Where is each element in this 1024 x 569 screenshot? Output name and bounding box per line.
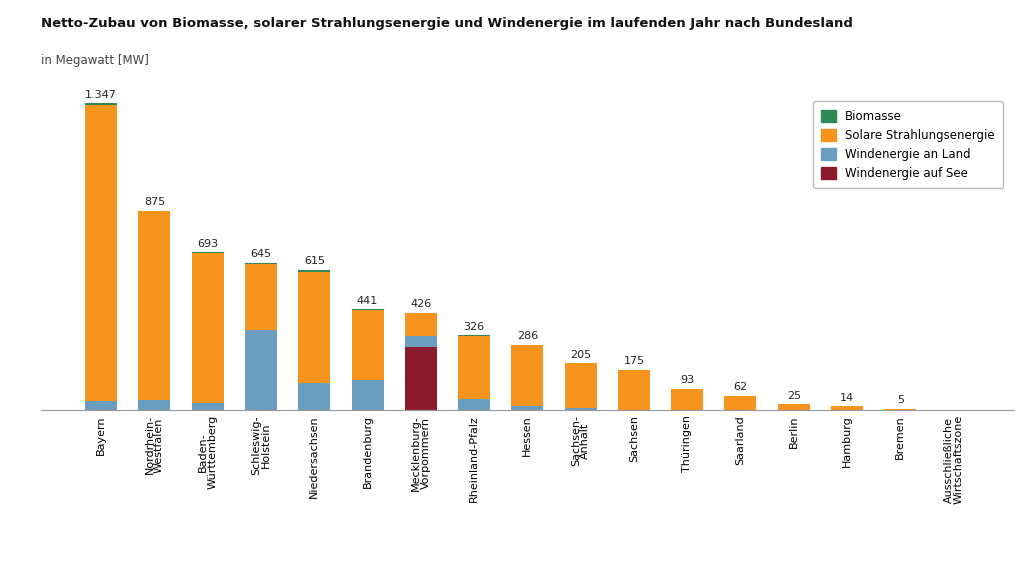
Bar	[298, 270, 331, 271]
Text: 441: 441	[357, 296, 378, 306]
Bar	[404, 313, 437, 336]
Bar	[351, 310, 384, 380]
Bar	[191, 253, 223, 403]
Bar	[85, 105, 117, 401]
Text: 205: 205	[570, 349, 591, 360]
Text: 14: 14	[840, 393, 854, 403]
Text: 25: 25	[786, 390, 801, 401]
Bar	[245, 264, 276, 330]
Bar	[298, 271, 331, 383]
Text: 645: 645	[251, 249, 271, 259]
Bar	[191, 252, 223, 253]
Text: 175: 175	[624, 356, 644, 366]
Bar	[511, 406, 544, 410]
Bar	[458, 336, 490, 399]
Text: 426: 426	[411, 299, 431, 310]
Text: 93: 93	[680, 375, 694, 385]
Text: 615: 615	[304, 256, 325, 266]
Text: Netto-Zubau von Biomasse, solarer Strahlungsenergie und Windenergie im laufenden: Netto-Zubau von Biomasse, solarer Strahl…	[41, 17, 853, 30]
Text: 326: 326	[464, 322, 484, 332]
Bar	[724, 395, 757, 410]
Text: 62: 62	[733, 382, 748, 392]
Legend: Biomasse, Solare Strahlungsenergie, Windenergie an Land, Windenergie auf See: Biomasse, Solare Strahlungsenergie, Wind…	[813, 101, 1002, 188]
Bar	[85, 401, 117, 410]
Bar	[298, 383, 331, 410]
Bar	[671, 389, 703, 410]
Bar	[245, 330, 276, 410]
Text: 875: 875	[143, 197, 165, 207]
Bar	[564, 363, 597, 408]
Text: 1.347: 1.347	[85, 90, 117, 100]
Bar	[245, 263, 276, 264]
Bar	[564, 408, 597, 410]
Bar	[191, 403, 223, 410]
Bar	[138, 211, 170, 400]
Text: in Megawatt [MW]: in Megawatt [MW]	[41, 54, 148, 67]
Bar	[404, 347, 437, 410]
Bar	[617, 370, 650, 410]
Text: 693: 693	[198, 238, 218, 249]
Bar	[511, 345, 544, 406]
Bar	[458, 399, 490, 410]
Bar	[831, 406, 863, 410]
Text: 286: 286	[517, 331, 538, 341]
Bar	[404, 336, 437, 347]
Bar	[351, 380, 384, 410]
Bar	[778, 404, 810, 410]
Bar	[138, 400, 170, 410]
Bar	[85, 103, 117, 105]
Bar	[885, 409, 916, 410]
Text: 5: 5	[897, 395, 904, 405]
